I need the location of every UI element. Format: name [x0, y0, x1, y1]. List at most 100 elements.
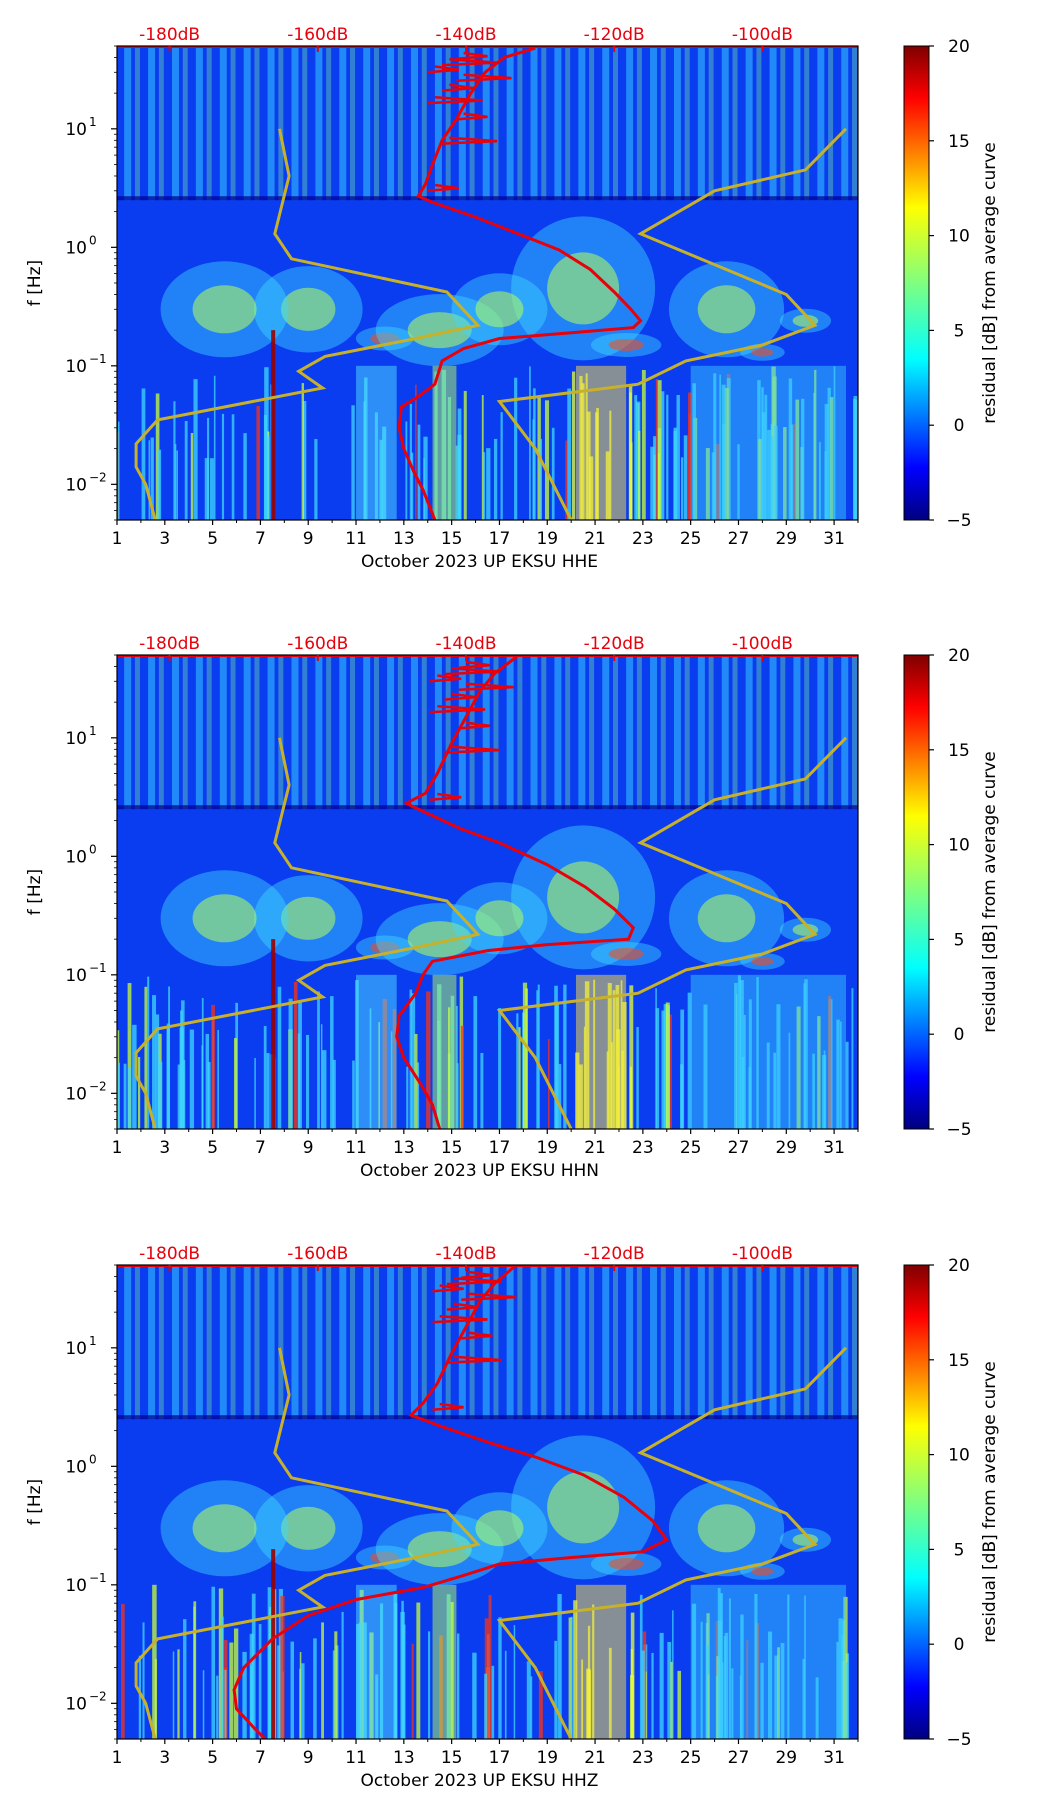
x-tick-label: 27: [728, 1748, 750, 1768]
y-tick-exponent: −1: [89, 1571, 107, 1585]
lf-streak: [456, 1063, 459, 1129]
lf-streak: [297, 1033, 301, 1129]
x-tick-label: 7: [255, 1138, 266, 1158]
day-stripe-bright: [445, 46, 451, 201]
olive-curve-right: [496, 127, 848, 520]
lf-streak: [522, 982, 528, 1129]
lf-streak: [204, 458, 209, 520]
lf-streak: [400, 1611, 405, 1739]
day-stripe-bright: [469, 1265, 475, 1420]
red-curve-spike: [458, 721, 491, 730]
db-label: -100dB: [732, 1244, 793, 1264]
x-tick-label: 21: [584, 1138, 606, 1158]
energy-core: [370, 1551, 400, 1564]
energy-core: [192, 1504, 257, 1553]
lf-band: [356, 1584, 397, 1739]
lf-streak: [428, 1631, 431, 1739]
lf-streak: [117, 1062, 120, 1129]
olive-curve-left: [134, 1347, 481, 1739]
day-stripe-bright: [684, 1265, 690, 1420]
day-stripe-bright: [493, 655, 499, 810]
day-stripe-bright: [612, 655, 618, 810]
db-label: -180dB: [139, 25, 200, 45]
lf-streak: [201, 1045, 204, 1129]
day-stripe-bright: [206, 655, 212, 810]
lf-streak: [229, 1642, 234, 1739]
day-stripe: [291, 655, 299, 810]
day-stripe-bright: [565, 655, 571, 810]
day-stripe: [817, 1265, 825, 1420]
day-stripe-bright: [708, 46, 714, 201]
lf-streak: [416, 1062, 420, 1129]
lf-streak: [680, 457, 684, 520]
y-tick-label: 10: [65, 1694, 87, 1714]
day-stripe: [530, 46, 538, 201]
lf-streak: [266, 1053, 270, 1129]
x-tick-label: 19: [536, 1748, 558, 1768]
day-stripe-bright: [589, 1265, 595, 1420]
day-stripe: [817, 655, 825, 810]
lf-band: [432, 974, 457, 1129]
lf-streak: [563, 984, 567, 1129]
day-stripe-bright: [660, 46, 666, 201]
day-stripe-bright: [636, 46, 642, 201]
day-stripe: [195, 1265, 203, 1420]
day-stripe: [315, 46, 323, 201]
colorbar-tick-label: 20: [948, 37, 970, 57]
day-stripe: [745, 655, 753, 810]
x-tick-label: 19: [536, 1138, 558, 1158]
colorbar-tick-label: 15: [948, 132, 970, 152]
lf-streak: [483, 452, 486, 520]
lf-streak: [567, 388, 572, 520]
red-curve-spike: [461, 1292, 517, 1301]
day-stripe: [554, 655, 562, 810]
lf-streak: [411, 1643, 414, 1739]
energy-core: [608, 338, 644, 351]
lf-streak: [317, 991, 320, 1129]
db-label: -100dB: [732, 25, 793, 45]
lf-streak: [851, 988, 854, 1129]
lf-streak: [137, 1057, 141, 1129]
spectrogram-image: [117, 655, 858, 1129]
day-stripe-bright: [732, 46, 738, 201]
red-curve-spike: [441, 83, 474, 92]
day-stripe-bright: [421, 655, 427, 810]
lf-streak: [150, 437, 154, 520]
day-stripe: [793, 655, 801, 810]
colorbar-tick-label: 5: [954, 1540, 965, 1560]
red-curve-spike: [456, 73, 512, 82]
y-tick-exponent: 1: [89, 115, 97, 129]
red-curve-spike: [446, 1302, 479, 1311]
db-label: -160dB: [287, 634, 348, 654]
x-tick-label: 19: [536, 529, 558, 549]
lf-streak: [641, 369, 646, 520]
y-tick-exponent: 0: [89, 233, 97, 247]
energy-core: [547, 861, 620, 934]
colorbar-tick-label: 0: [954, 1635, 965, 1655]
day-stripe: [841, 1265, 849, 1420]
lf-streak: [417, 424, 421, 520]
colorbar-tick-label: −5: [946, 1120, 971, 1140]
day-stripe: [697, 1265, 705, 1420]
red-average-curve: [232, 1265, 670, 1739]
x-tick-label: 25: [680, 1138, 702, 1158]
y-axis-label: f [Hz]: [25, 869, 45, 915]
day-stripe: [769, 46, 777, 201]
day-stripe: [267, 655, 275, 810]
lf-streak: [117, 421, 120, 520]
lf-streak: [211, 1586, 216, 1739]
lf-streak: [173, 401, 176, 520]
x-tick-label: 3: [159, 1138, 170, 1158]
db-label: -180dB: [139, 1244, 200, 1264]
energy-core: [281, 287, 336, 331]
lf-streak: [853, 398, 856, 520]
day-stripe: [602, 1265, 610, 1420]
lf-streak: [573, 1600, 578, 1739]
energy-core: [475, 1510, 524, 1547]
lf-streak: [463, 390, 467, 520]
day-stripe: [769, 1265, 777, 1420]
day-stripe-bright: [206, 1265, 212, 1420]
x-tick-label: 3: [159, 529, 170, 549]
y-tick-label: 10: [65, 357, 87, 377]
day-stripe: [363, 1265, 371, 1420]
